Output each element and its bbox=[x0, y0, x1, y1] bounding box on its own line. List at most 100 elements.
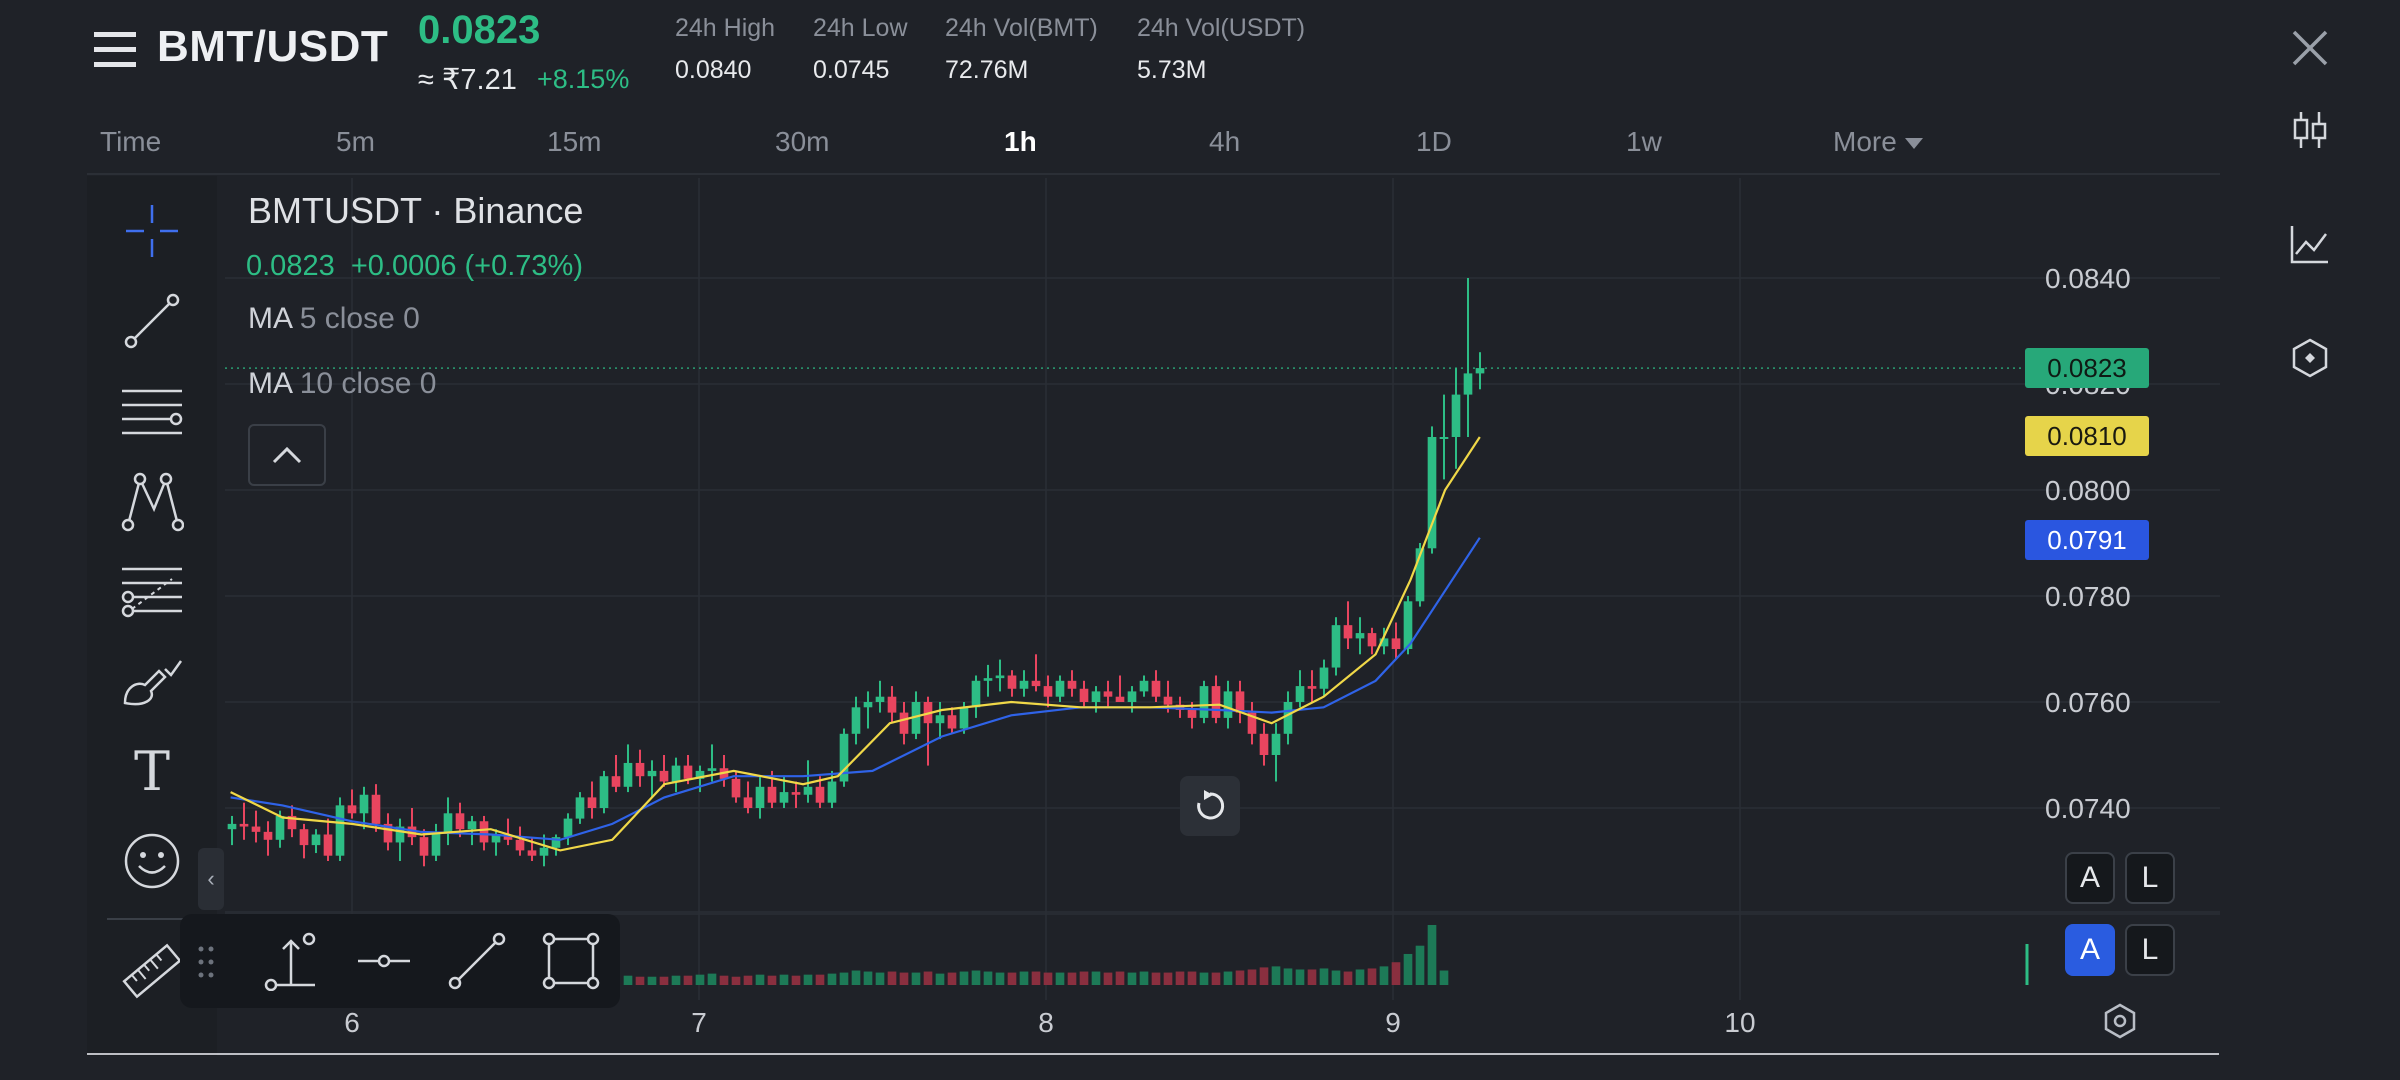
chevron-left-icon: ‹ bbox=[207, 866, 215, 891]
legend-ma5[interactable]: MA 5 close 0 bbox=[248, 302, 420, 336]
stat-24h-high: 24h High 0.0840 bbox=[675, 14, 775, 85]
candle-body bbox=[659, 770, 669, 782]
stat-24h-low: 24h Low 0.0745 bbox=[813, 14, 908, 85]
chart-settings-icon[interactable] bbox=[2101, 1002, 2139, 1040]
volume-bar bbox=[911, 972, 921, 985]
volume-bar bbox=[863, 971, 873, 985]
candle-body bbox=[1235, 691, 1245, 713]
tab-1d[interactable]: 1D bbox=[1416, 126, 1452, 157]
tab-more[interactable]: More bbox=[1833, 126, 1923, 158]
stat-label: 24h Vol(BMT) bbox=[945, 14, 1098, 42]
bottom-divider bbox=[87, 1053, 2219, 1055]
last-price: 0.0823 bbox=[418, 8, 541, 52]
volume-bar bbox=[1103, 972, 1113, 985]
volume-bar bbox=[1187, 971, 1197, 985]
candle-body bbox=[419, 837, 429, 856]
candle-body bbox=[551, 837, 561, 848]
legend-ma10[interactable]: MA 10 close 0 bbox=[248, 367, 436, 401]
candle-body bbox=[1343, 625, 1353, 639]
toolbar-collapse-button[interactable]: ‹ bbox=[198, 848, 224, 910]
volume-bar bbox=[1283, 968, 1293, 985]
volume-bar bbox=[851, 970, 861, 985]
volume-log-scale-button[interactable]: L bbox=[2125, 924, 2175, 976]
candle-body bbox=[395, 826, 405, 843]
hexagon-settings-icon[interactable] bbox=[2288, 336, 2332, 380]
text-tool[interactable]: T bbox=[117, 736, 187, 806]
price-range-tool[interactable] bbox=[260, 930, 322, 992]
stat-value: 0.0745 bbox=[813, 56, 890, 84]
tab-4h[interactable]: 4h bbox=[1209, 126, 1241, 157]
tab-15m[interactable]: 15m bbox=[547, 126, 602, 157]
volume-bar bbox=[1127, 972, 1137, 985]
candlestick-icon[interactable] bbox=[2288, 108, 2332, 152]
candle-body bbox=[1103, 691, 1113, 697]
ma10-line bbox=[230, 537, 1481, 841]
volume-bar bbox=[1343, 971, 1353, 985]
horizontal-line-icon bbox=[358, 954, 410, 968]
tab-1w[interactable]: 1w bbox=[1626, 126, 1662, 157]
tab-5m[interactable]: 5m bbox=[336, 126, 375, 157]
price-range-icon bbox=[264, 932, 316, 991]
stat-24h-vol-base: 24h Vol(BMT) 72.76M bbox=[945, 14, 1098, 85]
horizontal-lines-tool[interactable] bbox=[117, 376, 187, 446]
crosshair-icon bbox=[126, 205, 178, 257]
volume-bar bbox=[731, 976, 741, 985]
volume-bar bbox=[635, 976, 645, 985]
candle-body bbox=[467, 821, 477, 830]
brush-tool[interactable] bbox=[117, 646, 187, 716]
time-axis-label: 7 bbox=[691, 1007, 707, 1038]
ma10-price-tag: 0.0791 bbox=[2025, 520, 2149, 560]
volume-bar bbox=[755, 974, 765, 985]
stat-label: 24h Vol(USDT) bbox=[1137, 14, 1306, 42]
log-scale-button[interactable]: L bbox=[2125, 852, 2175, 904]
candle-body bbox=[743, 797, 753, 808]
volume-bar bbox=[695, 974, 705, 985]
volume-bar bbox=[671, 975, 681, 985]
volume-auto-scale-button[interactable]: A bbox=[2065, 924, 2115, 976]
emoji-tool[interactable] bbox=[117, 826, 187, 896]
rectangle-tool[interactable] bbox=[540, 930, 602, 992]
volume-bar bbox=[1163, 972, 1173, 985]
price-axis-label: 0.0840 bbox=[2045, 263, 2131, 294]
tab-30m[interactable]: 30m bbox=[775, 126, 830, 157]
volume-bar bbox=[1139, 971, 1149, 985]
legend-collapse-button[interactable] bbox=[248, 424, 326, 486]
stat-value: 0.0840 bbox=[675, 56, 752, 84]
tab-time[interactable]: Time bbox=[100, 126, 162, 157]
volume-bar bbox=[1211, 972, 1221, 985]
crosshair-tool[interactable] bbox=[117, 196, 187, 266]
pair-title[interactable]: BMT/USDT bbox=[157, 22, 389, 71]
line-icon bbox=[448, 932, 506, 990]
volume-bar bbox=[1175, 971, 1185, 985]
reset-chart-button[interactable] bbox=[1180, 776, 1240, 836]
candle-body bbox=[995, 675, 1005, 679]
price-chart[interactable]: 0.08400.08200.08000.07800.07600.07406789… bbox=[0, 0, 2240, 1060]
fib-retracement-tool[interactable] bbox=[117, 556, 187, 626]
header: BMT/USDT 0.0823 ≈ ₹7.21 +8.15% 24h High … bbox=[0, 0, 2328, 115]
close-icon[interactable] bbox=[2290, 28, 2330, 68]
menu-icon[interactable] bbox=[94, 30, 136, 70]
ruler-tool[interactable] bbox=[117, 936, 187, 1006]
trend-line-tool[interactable] bbox=[117, 286, 187, 356]
candle-body bbox=[599, 776, 609, 808]
tab-1h[interactable]: 1h bbox=[1004, 126, 1037, 157]
candle-body bbox=[323, 834, 333, 856]
volume-bar bbox=[1439, 970, 1449, 985]
volume-bar bbox=[707, 973, 717, 985]
ma5-price-tag: 0.0810 bbox=[2025, 416, 2149, 456]
horizontal-ray-tool[interactable] bbox=[353, 930, 415, 992]
pattern-tool[interactable] bbox=[117, 466, 187, 536]
volume-bar bbox=[839, 972, 849, 985]
candle-body bbox=[371, 794, 381, 824]
auto-scale-button[interactable]: A bbox=[2065, 852, 2115, 904]
toolbar-divider bbox=[107, 918, 197, 920]
candle-body bbox=[1439, 437, 1449, 439]
line-tool[interactable] bbox=[446, 930, 508, 992]
volume-bar bbox=[779, 974, 789, 985]
candle-body bbox=[431, 831, 441, 856]
drag-handle-icon[interactable] bbox=[196, 944, 216, 980]
volume-bar bbox=[923, 971, 933, 985]
indicator-chart-icon[interactable] bbox=[2288, 222, 2332, 266]
drawing-toolbar: T bbox=[87, 176, 217, 1056]
time-axis-label: 6 bbox=[344, 1007, 360, 1038]
